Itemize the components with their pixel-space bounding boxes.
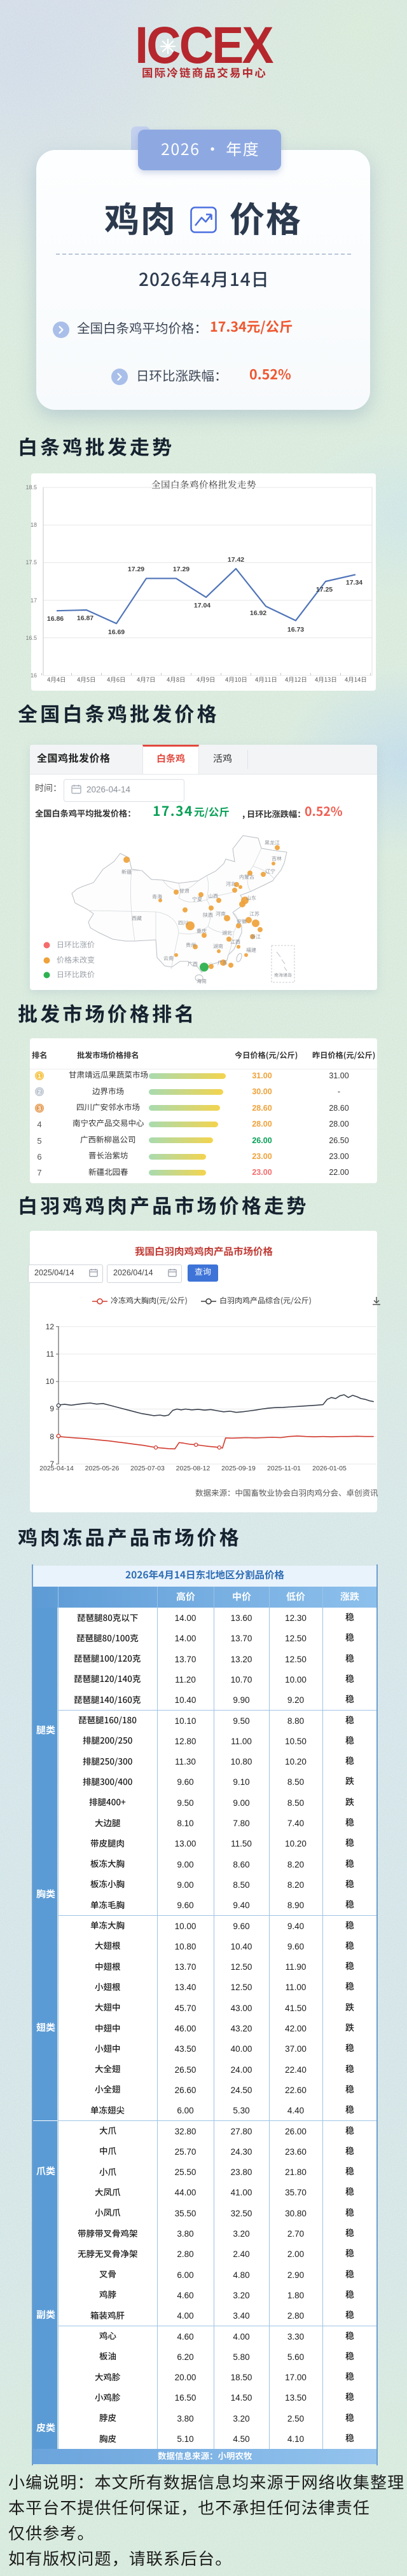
svg-text:1: 1 [38,1073,41,1080]
svg-text:3: 3 [38,1105,41,1111]
svg-text:2: 2 [38,1089,41,1095]
